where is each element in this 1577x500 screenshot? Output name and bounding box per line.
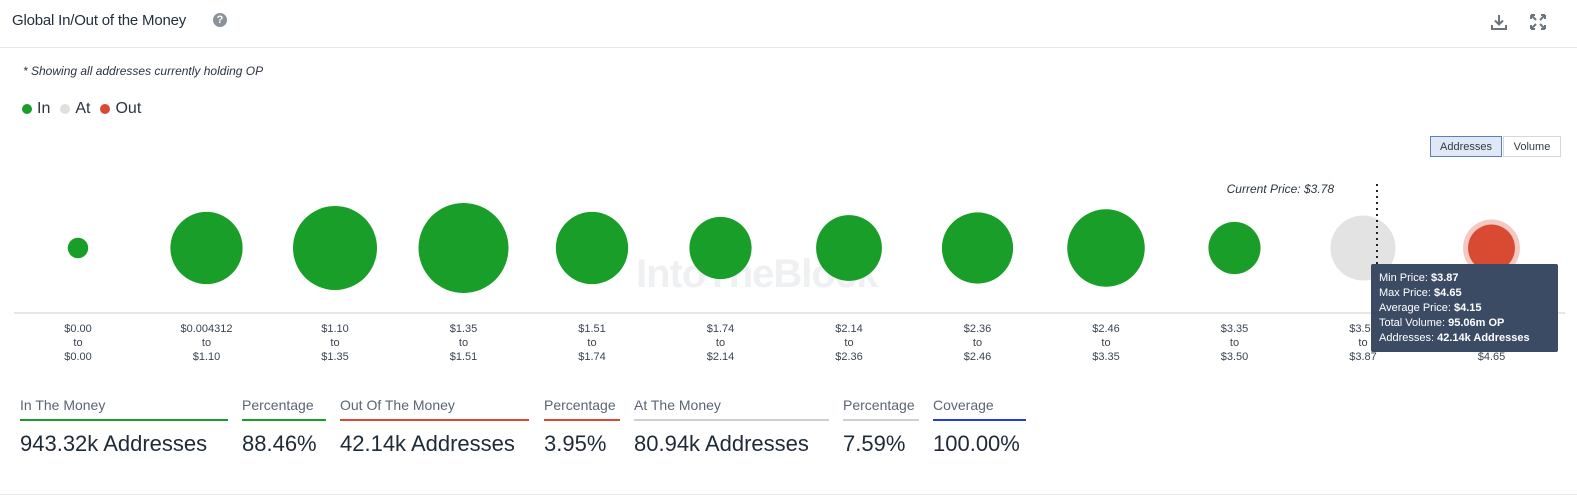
x-tick-label: $3.50 xyxy=(1349,323,1377,335)
bubble[interactable] xyxy=(1067,209,1145,287)
x-tick-label: $1.35 xyxy=(450,323,478,335)
bubble[interactable] xyxy=(170,211,243,285)
x-tick-label: $2.14 xyxy=(835,323,863,335)
stat-label: Coverage xyxy=(933,397,1026,421)
x-tick-label: $1.74 xyxy=(707,323,735,335)
bubble[interactable] xyxy=(67,237,89,259)
x-tick-label: to xyxy=(587,337,596,349)
legend-dot-at xyxy=(60,104,71,114)
expand-icon[interactable] xyxy=(1528,12,1548,32)
tooltip-addresses: 42.14k Addresses xyxy=(1437,332,1530,344)
help-icon[interactable]: ? xyxy=(213,13,227,27)
bubble-tooltip: Min Price: $3.87 Max Price: $4.65 Averag… xyxy=(1371,264,1558,352)
stat-at-the-money: At The Money 80.94k Addresses xyxy=(634,397,829,457)
x-tick-label: to xyxy=(716,337,725,349)
addresses-toggle-button[interactable]: Addresses xyxy=(1430,136,1502,157)
page-title: Global In/Out of the Money xyxy=(12,12,187,29)
stat-label: At The Money xyxy=(634,397,829,421)
stat-value: 88.46% xyxy=(242,431,317,456)
tooltip-total-volume: 95.06m OP xyxy=(1448,317,1505,329)
chart-legend: In At Out xyxy=(22,100,151,118)
bubble[interactable] xyxy=(1468,224,1515,272)
x-tick-label: to xyxy=(1230,337,1239,349)
legend-item-at[interactable]: At xyxy=(60,100,90,118)
x-tick-label: $4.65 xyxy=(1478,351,1506,363)
stat-value: 80.94k Addresses xyxy=(634,431,809,456)
x-tick-label: $0.00 xyxy=(64,351,92,363)
tooltip-avg-price-label: Average Price: xyxy=(1379,302,1451,314)
stat-out-percentage: Percentage 3.95% xyxy=(544,397,620,457)
stat-at-percentage: Percentage 7.59% xyxy=(843,397,919,457)
x-tick-label: to xyxy=(1101,337,1110,349)
tooltip-max-price: $4.65 xyxy=(1434,287,1462,299)
bubble[interactable] xyxy=(941,212,1014,284)
x-tick-label: $1.10 xyxy=(193,351,221,363)
bubble[interactable] xyxy=(1208,221,1261,275)
stat-label: Percentage xyxy=(242,397,326,421)
x-tick-label: $0.004312 xyxy=(181,323,233,335)
stat-out-of-the-money: Out Of The Money 42.14k Addresses xyxy=(340,397,529,457)
holding-note: * Showing all addresses currently holdin… xyxy=(23,64,264,78)
bubble[interactable] xyxy=(555,211,629,285)
stat-label: In The Money xyxy=(20,397,228,421)
x-tick-label: $2.36 xyxy=(835,351,863,363)
current-price-label: Current Price: $3.78 xyxy=(1227,182,1335,196)
chart-header: Global In/Out of the Money ? xyxy=(0,0,1577,48)
x-tick-label: to xyxy=(973,337,982,349)
x-tick-label: $2.46 xyxy=(964,351,992,363)
legend-dot-in xyxy=(22,104,32,114)
legend-label-at: At xyxy=(75,100,91,117)
legend-label-out: Out xyxy=(115,100,142,117)
tooltip-max-price-label: Max Price: xyxy=(1379,287,1431,299)
stat-label: Percentage xyxy=(843,397,919,421)
stat-in-the-money: In The Money 943.32k Addresses xyxy=(20,397,228,457)
stat-value: 3.95% xyxy=(544,431,607,456)
x-tick-label: $3.35 xyxy=(1221,323,1249,335)
bubble-chart: $0.00 to $0.00 $0.004312 to $1.10 $1.10 to $1.35… xyxy=(14,182,1565,363)
volume-toggle-button[interactable]: Volume xyxy=(1503,136,1561,157)
x-tick-label: to xyxy=(459,337,468,349)
x-tick-label: to xyxy=(1358,337,1367,349)
x-tick-label: $1.10 xyxy=(321,323,349,335)
footer-divider xyxy=(0,494,1577,495)
bubble[interactable] xyxy=(689,216,752,280)
x-tick-label: to xyxy=(844,337,853,349)
tooltip-min-price-label: Min Price: xyxy=(1379,272,1428,284)
x-tick-label: to xyxy=(202,337,211,349)
x-tick-label: $2.46 xyxy=(1092,323,1120,335)
x-tick-label: $3.87 xyxy=(1349,351,1377,363)
x-tick-label: $1.74 xyxy=(578,351,606,363)
stat-value: 943.32k Addresses xyxy=(20,431,208,456)
stat-in-percentage: Percentage 88.46% xyxy=(242,397,326,457)
stat-value: 7.59% xyxy=(843,431,906,456)
x-tick-label: to xyxy=(330,337,339,349)
stat-value: 100.00% xyxy=(933,431,1020,456)
tooltip-avg-price: $4.15 xyxy=(1454,302,1482,314)
legend-item-out[interactable]: Out xyxy=(100,100,141,118)
stat-value: 42.14k Addresses xyxy=(340,431,515,456)
stat-coverage: Coverage 100.00% xyxy=(933,397,1026,457)
x-tick-label: $3.35 xyxy=(1092,351,1120,363)
x-tick-label: $1.35 xyxy=(321,351,349,363)
x-tick-label: $3.50 xyxy=(1221,351,1249,363)
x-tick-label: $1.51 xyxy=(578,323,606,335)
legend-item-in[interactable]: In xyxy=(22,100,50,118)
stat-label: Out Of The Money xyxy=(340,397,529,421)
x-tick-label: $2.36 xyxy=(964,323,992,335)
x-tick-label: $2.14 xyxy=(707,351,735,363)
legend-dot-out xyxy=(100,104,111,114)
tooltip-total-volume-label: Total Volume: xyxy=(1379,317,1446,329)
bubble[interactable] xyxy=(816,215,882,281)
tooltip-min-price: $3.87 xyxy=(1430,272,1459,284)
legend-label-in: In xyxy=(37,100,51,117)
x-tick-label: $1.51 xyxy=(450,351,478,363)
bubble[interactable] xyxy=(293,206,377,290)
stat-label: Percentage xyxy=(544,397,620,421)
tooltip-addresses-label: Addresses: xyxy=(1379,332,1435,344)
download-icon[interactable] xyxy=(1489,12,1509,32)
x-tick-label: to xyxy=(73,337,82,349)
bubble[interactable] xyxy=(418,203,509,293)
x-tick-label: $0.00 xyxy=(64,323,92,335)
